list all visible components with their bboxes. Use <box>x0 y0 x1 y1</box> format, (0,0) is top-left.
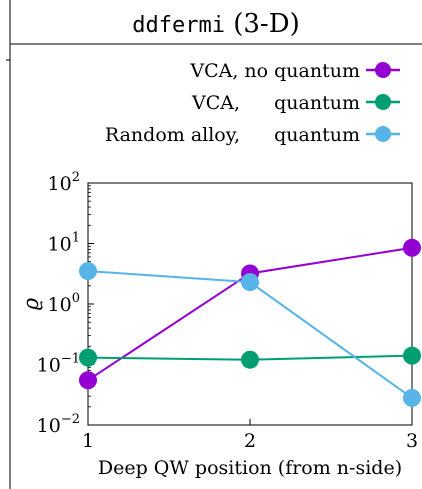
legend-label: Random alloy, <box>105 124 240 146</box>
legend-label-quantum: quantum <box>274 124 360 146</box>
y-tick-label: 101 <box>48 231 80 256</box>
legend-label-quantum: quantum <box>274 92 360 114</box>
x-tick-label: 1 <box>82 430 94 452</box>
data-point <box>79 262 97 281</box>
legend-label: VCA, no quantum <box>189 60 360 82</box>
y-axis-label: ϱ <box>19 297 43 310</box>
panel-title-suffix: (3-D) <box>233 9 300 39</box>
panel-title-code: ddfermi <box>132 13 225 38</box>
y-tick-label: 100 <box>48 291 80 316</box>
data-point <box>79 371 97 390</box>
data-point <box>241 350 259 369</box>
legend-marker <box>375 126 391 142</box>
x-tick-label: 2 <box>244 430 256 452</box>
data-point <box>403 238 421 257</box>
x-axis-label: Deep QW position (from n-side) <box>98 457 402 479</box>
data-point <box>241 273 259 292</box>
y-tick-label: 102 <box>48 170 80 195</box>
y-tick-label: 10−2 <box>37 412 80 437</box>
panel-title: ddfermi (3-D) <box>10 4 422 44</box>
plot-border <box>87 182 413 426</box>
legend-marker <box>375 62 391 78</box>
legend-label: VCA, <box>191 92 240 114</box>
legend: VCA, no quantum quantum VCA, quantum Random … <box>105 60 400 146</box>
x-tick-label: 3 <box>406 430 418 452</box>
legend-marker <box>375 94 391 110</box>
data-point <box>403 388 421 407</box>
data-point <box>79 348 97 367</box>
data-point <box>403 346 421 365</box>
y-tick-label: 10−1 <box>37 352 80 377</box>
